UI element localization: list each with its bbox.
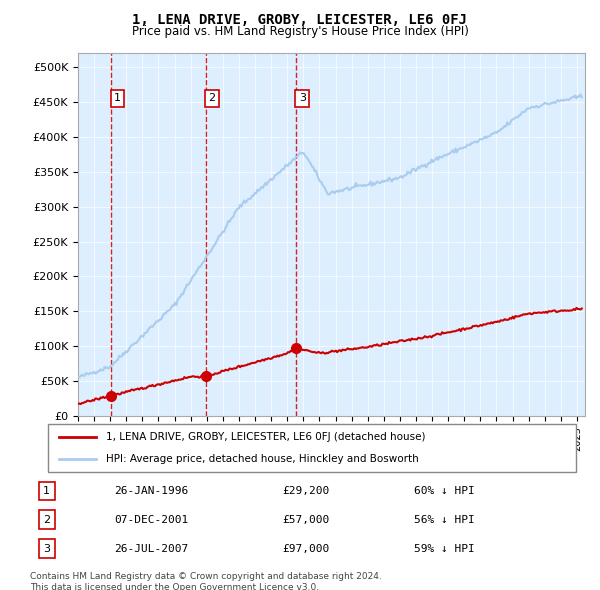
Text: £29,200: £29,200 (283, 486, 329, 496)
Text: 1: 1 (43, 486, 50, 496)
Text: 1, LENA DRIVE, GROBY, LEICESTER, LE6 0FJ (detached house): 1, LENA DRIVE, GROBY, LEICESTER, LE6 0FJ… (106, 432, 425, 442)
Text: 2: 2 (208, 93, 215, 103)
Text: Price paid vs. HM Land Registry's House Price Index (HPI): Price paid vs. HM Land Registry's House … (131, 25, 469, 38)
Text: 1: 1 (114, 93, 121, 103)
Text: HPI: Average price, detached house, Hinckley and Bosworth: HPI: Average price, detached house, Hinc… (106, 454, 419, 464)
Text: £57,000: £57,000 (283, 515, 329, 525)
Text: 1, LENA DRIVE, GROBY, LEICESTER, LE6 0FJ: 1, LENA DRIVE, GROBY, LEICESTER, LE6 0FJ (133, 13, 467, 27)
Text: 2: 2 (43, 515, 50, 525)
Text: £97,000: £97,000 (283, 543, 329, 553)
Text: 07-DEC-2001: 07-DEC-2001 (115, 515, 188, 525)
Text: 26-JAN-1996: 26-JAN-1996 (115, 486, 188, 496)
FancyBboxPatch shape (48, 424, 576, 472)
Text: This data is licensed under the Open Government Licence v3.0.: This data is licensed under the Open Gov… (30, 583, 319, 590)
Text: 3: 3 (43, 543, 50, 553)
Text: Contains HM Land Registry data © Crown copyright and database right 2024.: Contains HM Land Registry data © Crown c… (30, 572, 382, 581)
Text: 56% ↓ HPI: 56% ↓ HPI (413, 515, 475, 525)
Text: 60% ↓ HPI: 60% ↓ HPI (413, 486, 475, 496)
Text: 3: 3 (299, 93, 306, 103)
Text: 59% ↓ HPI: 59% ↓ HPI (413, 543, 475, 553)
Text: 26-JUL-2007: 26-JUL-2007 (115, 543, 188, 553)
